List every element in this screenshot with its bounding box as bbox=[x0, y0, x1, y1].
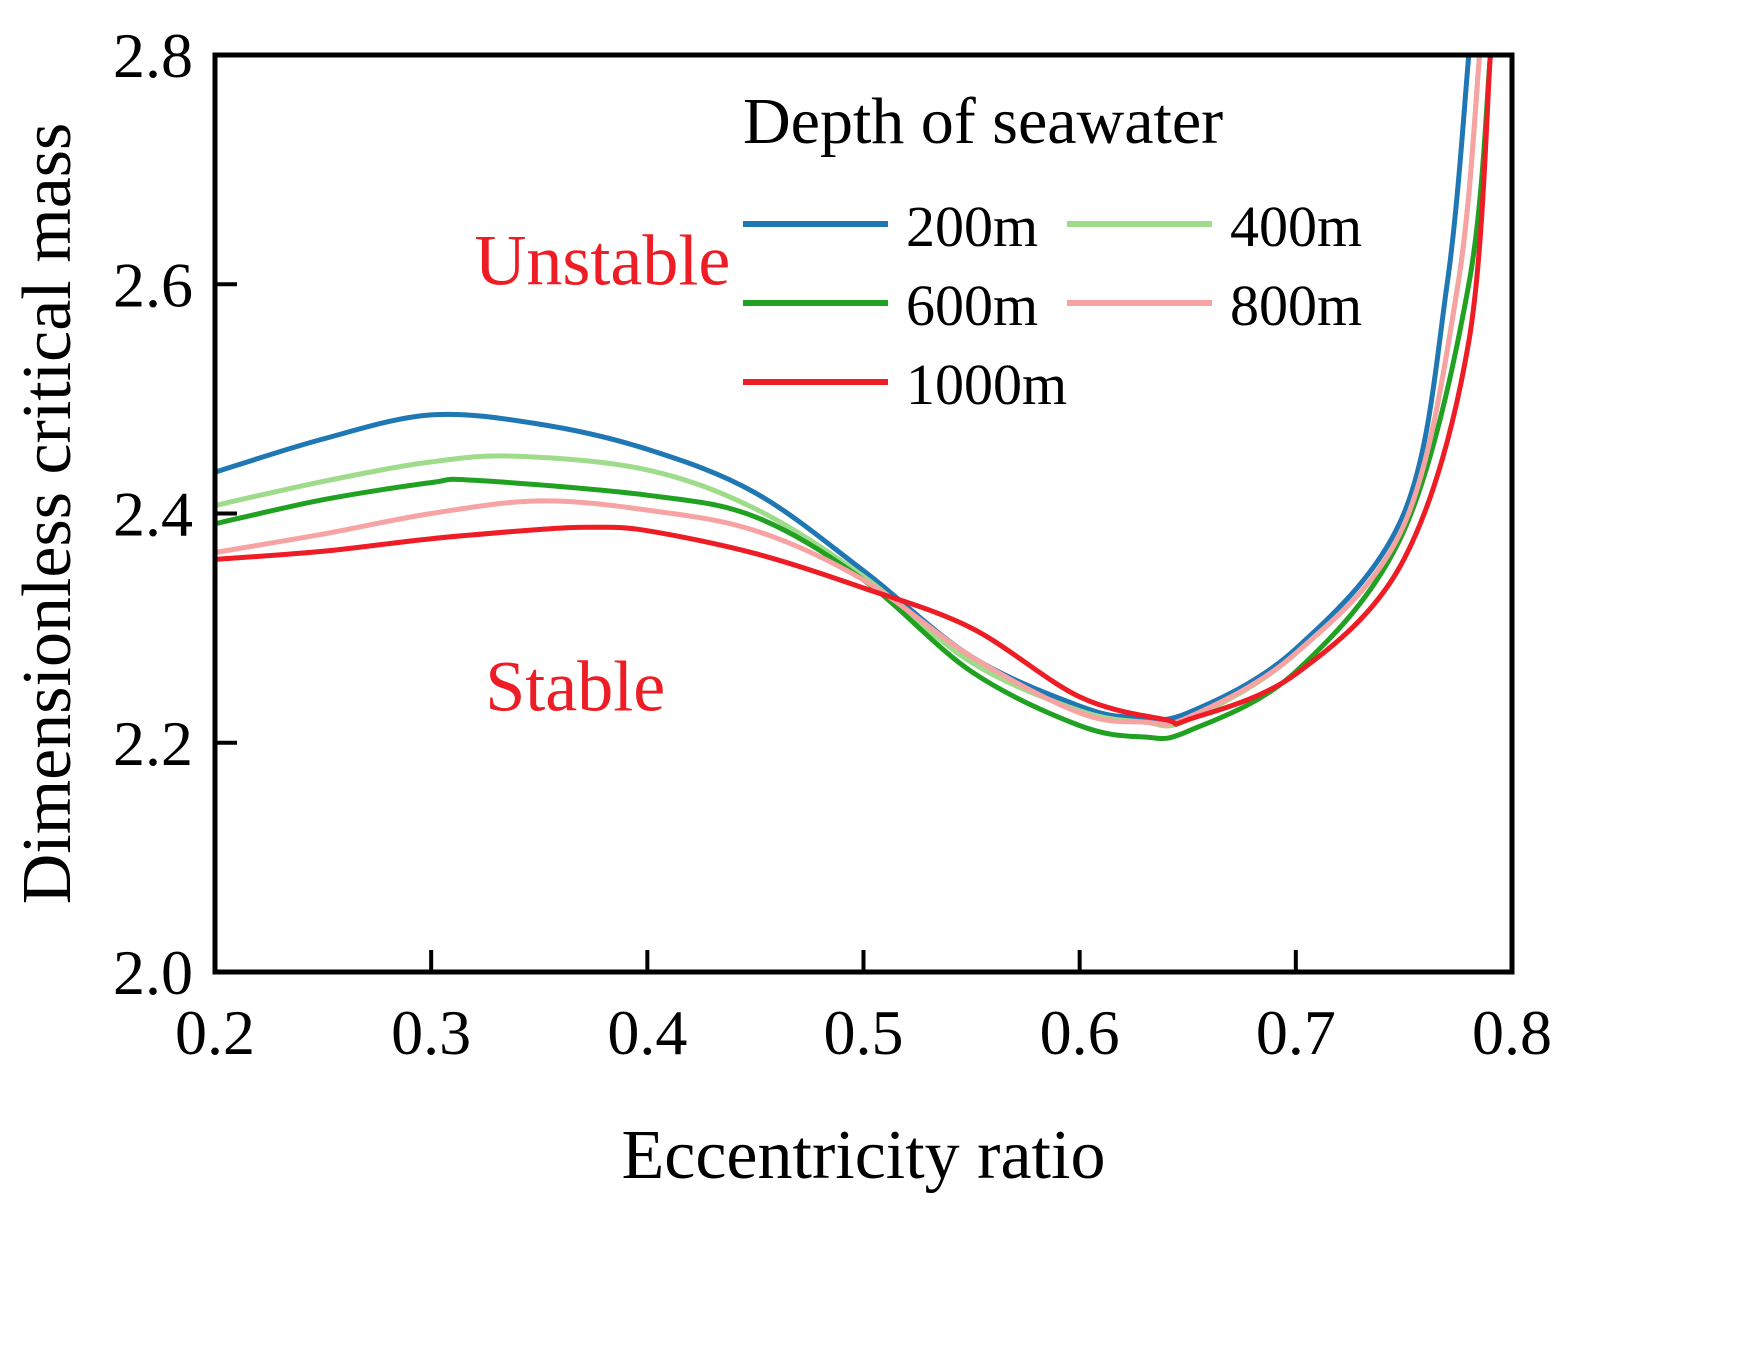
legend: Depth of seawater 200m 400m 600m 800m 1000m bbox=[743, 85, 1362, 417]
legend-entries: 200m 400m 600m 800m 1000m bbox=[743, 194, 1362, 417]
series-layer bbox=[215, 55, 1493, 742]
series-line-800m bbox=[215, 55, 1483, 727]
x-tick-label: 0.8 bbox=[1472, 997, 1552, 1068]
x-tick-label: 0.2 bbox=[175, 997, 255, 1068]
plot-frame bbox=[212, 52, 1515, 975]
y-tick-label: 2.4 bbox=[113, 479, 193, 550]
x-tick-label: 0.4 bbox=[607, 997, 687, 1068]
legend-label-1000m: 1000m bbox=[906, 352, 1067, 417]
legend-label-400m: 400m bbox=[1230, 194, 1362, 259]
legend-title: Depth of seawater bbox=[743, 85, 1223, 158]
series-line-1000m bbox=[215, 55, 1493, 727]
x-tick-label: 0.6 bbox=[1040, 997, 1120, 1068]
y-tick-label: 2.0 bbox=[113, 937, 193, 1008]
x-tick-label: 0.7 bbox=[1256, 997, 1336, 1068]
y-tick-label: 2.6 bbox=[113, 249, 193, 320]
legend-label-600m: 600m bbox=[906, 273, 1038, 338]
x-axis-label: Eccentricity ratio bbox=[622, 1117, 1106, 1194]
legend-label-800m: 800m bbox=[1230, 273, 1362, 338]
x-tick-label: 0.5 bbox=[824, 997, 904, 1068]
y-tick-label: 2.8 bbox=[113, 20, 193, 91]
axis-ticks: 0.2 0.3 0.4 0.5 0.6 0.7 0.8 2.0 2.2 2.4 2.6 2.8 bbox=[113, 20, 1552, 1068]
x-tick-label: 0.3 bbox=[391, 997, 471, 1068]
annotation-unstable: Unstable bbox=[474, 220, 730, 300]
legend-label-200m: 200m bbox=[906, 194, 1038, 259]
y-tick-label: 2.2 bbox=[113, 708, 193, 779]
annotation-stable: Stable bbox=[485, 647, 665, 727]
series-line-600m bbox=[215, 55, 1493, 742]
y-axis-label: Dimensionless critical mass bbox=[9, 123, 86, 905]
